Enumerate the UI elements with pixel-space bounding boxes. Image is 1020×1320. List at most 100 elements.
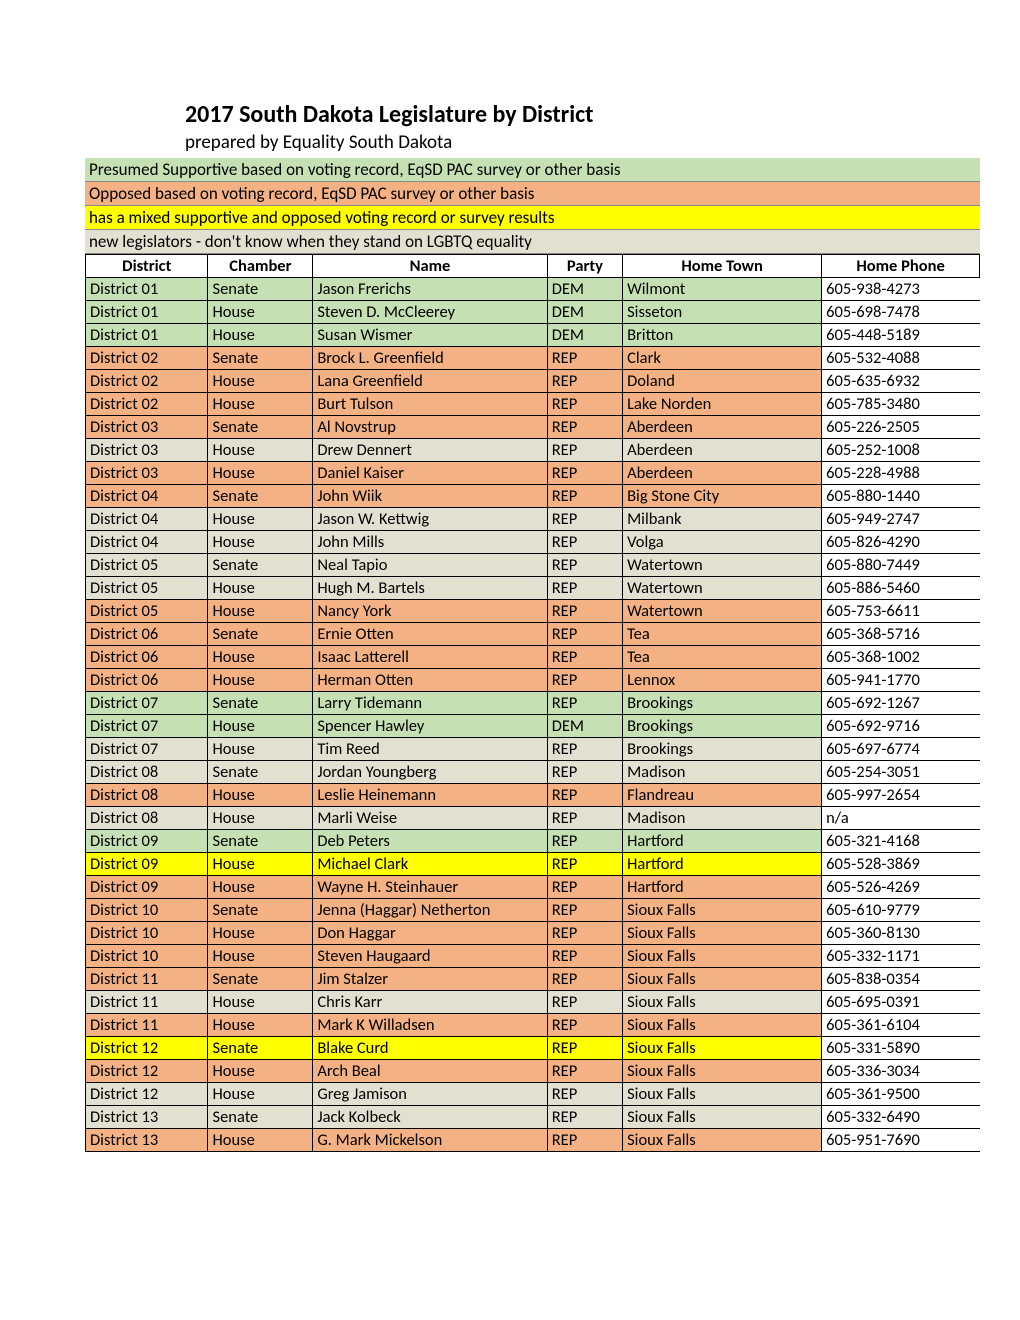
table-cell: 605-526-4269 xyxy=(822,876,980,899)
table-row: District 04HouseJason W. KettwigREPMilba… xyxy=(86,508,980,531)
table-row: District 09HouseWayne H. SteinhauerREPHa… xyxy=(86,876,980,899)
table-cell: Sioux Falls xyxy=(623,1129,822,1152)
table-cell: District 07 xyxy=(86,738,208,761)
table-cell: House xyxy=(208,669,313,692)
table-cell: REP xyxy=(547,600,622,623)
table-cell: Brookings xyxy=(623,738,822,761)
table-cell: House xyxy=(208,853,313,876)
table-cell: Madison xyxy=(623,807,822,830)
table-cell: Sioux Falls xyxy=(623,1060,822,1083)
table-row: District 02HouseBurt TulsonREPLake Norde… xyxy=(86,393,980,416)
table-cell: Burt Tulson xyxy=(313,393,547,416)
table-cell: Marli Weise xyxy=(313,807,547,830)
table-cell: Jason W. Kettwig xyxy=(313,508,547,531)
legislators-table: DistrictChamberNamePartyHome TownHome Ph… xyxy=(85,254,980,1152)
table-cell: District 03 xyxy=(86,439,208,462)
table-cell: Senate xyxy=(208,899,313,922)
table-row: District 13SenateJack KolbeckREPSioux Fa… xyxy=(86,1106,980,1129)
table-cell: 605-692-1267 xyxy=(822,692,980,715)
table-cell: Aberdeen xyxy=(623,416,822,439)
table-row: District 08SenateJordan YoungbergREPMadi… xyxy=(86,761,980,784)
table-cell: Steven Haugaard xyxy=(313,945,547,968)
table-row: District 02SenateBrock L. GreenfieldREPC… xyxy=(86,347,980,370)
table-cell: 605-360-8130 xyxy=(822,922,980,945)
table-cell: 605-997-2654 xyxy=(822,784,980,807)
table-cell: District 11 xyxy=(86,968,208,991)
table-cell: REP xyxy=(547,1083,622,1106)
table-cell: District 08 xyxy=(86,761,208,784)
table-row: District 05SenateNeal TapioREPWatertown6… xyxy=(86,554,980,577)
table-cell: House xyxy=(208,646,313,669)
table-cell: Arch Beal xyxy=(313,1060,547,1083)
column-header: Party xyxy=(547,255,622,278)
table-cell: District 07 xyxy=(86,715,208,738)
table-row: District 05HouseHugh M. BartelsREPWatert… xyxy=(86,577,980,600)
table-cell: n/a xyxy=(822,807,980,830)
table-cell: REP xyxy=(547,370,622,393)
table-cell: 605-941-1770 xyxy=(822,669,980,692)
table-cell: Sioux Falls xyxy=(623,899,822,922)
table-cell: Hartford xyxy=(623,830,822,853)
table-cell: REP xyxy=(547,830,622,853)
table-cell: REP xyxy=(547,991,622,1014)
table-cell: District 01 xyxy=(86,301,208,324)
table-cell: 605-635-6932 xyxy=(822,370,980,393)
legend-row: has a mixed supportive and opposed votin… xyxy=(85,206,980,230)
table-cell: 605-368-1002 xyxy=(822,646,980,669)
table-cell: District 03 xyxy=(86,462,208,485)
table-cell: Volga xyxy=(623,531,822,554)
table-cell: House xyxy=(208,945,313,968)
table-row: District 01HouseSteven D. McCleereyDEMSi… xyxy=(86,301,980,324)
table-cell: Senate xyxy=(208,485,313,508)
table-cell: Senate xyxy=(208,278,313,301)
table-cell: District 01 xyxy=(86,278,208,301)
table-row: District 01HouseSusan WismerDEMBritton60… xyxy=(86,324,980,347)
table-cell: 605-949-2747 xyxy=(822,508,980,531)
table-cell: Nancy York xyxy=(313,600,547,623)
table-cell: REP xyxy=(547,646,622,669)
table-cell: 605-332-6490 xyxy=(822,1106,980,1129)
table-cell: Jim Stalzer xyxy=(313,968,547,991)
table-cell: 605-252-1008 xyxy=(822,439,980,462)
table-cell: House xyxy=(208,1129,313,1152)
table-cell: District 02 xyxy=(86,370,208,393)
table-cell: District 11 xyxy=(86,1014,208,1037)
table-cell: Ernie Otten xyxy=(313,623,547,646)
table-cell: REP xyxy=(547,1129,622,1152)
column-header: Chamber xyxy=(208,255,313,278)
table-cell: Chris Karr xyxy=(313,991,547,1014)
table-cell: House xyxy=(208,715,313,738)
table-cell: 605-951-7690 xyxy=(822,1129,980,1152)
table-cell: 605-880-1440 xyxy=(822,485,980,508)
table-cell: Sioux Falls xyxy=(623,1014,822,1037)
table-cell: 605-226-2505 xyxy=(822,416,980,439)
table-row: District 02HouseLana GreenfieldREPDoland… xyxy=(86,370,980,393)
table-cell: REP xyxy=(547,876,622,899)
table-cell: District 04 xyxy=(86,531,208,554)
legend-row: new legislators - don't know when they s… xyxy=(85,230,980,254)
table-row: District 09HouseMichael ClarkREPHartford… xyxy=(86,853,980,876)
table-cell: 605-610-9779 xyxy=(822,899,980,922)
table-cell: Jordan Youngberg xyxy=(313,761,547,784)
table-cell: REP xyxy=(547,462,622,485)
table-row: District 12HouseArch BealREPSioux Falls6… xyxy=(86,1060,980,1083)
legend-row: Opposed based on voting record, EqSD PAC… xyxy=(85,182,980,206)
table-row: District 07HouseSpencer HawleyDEMBrookin… xyxy=(86,715,980,738)
table-cell: Sioux Falls xyxy=(623,991,822,1014)
table-cell: REP xyxy=(547,439,622,462)
table-cell: Jason Frerichs xyxy=(313,278,547,301)
table-row: District 03HouseDaniel KaiserREPAberdeen… xyxy=(86,462,980,485)
table-cell: 605-938-4273 xyxy=(822,278,980,301)
table-cell: District 08 xyxy=(86,784,208,807)
table-cell: REP xyxy=(547,554,622,577)
table-cell: REP xyxy=(547,945,622,968)
table-cell: House xyxy=(208,508,313,531)
table-cell: REP xyxy=(547,508,622,531)
table-cell: 605-697-6774 xyxy=(822,738,980,761)
table-cell: Tea xyxy=(623,646,822,669)
table-row: District 10HouseDon HaggarREPSioux Falls… xyxy=(86,922,980,945)
table-row: District 09SenateDeb PetersREPHartford60… xyxy=(86,830,980,853)
legend: Presumed Supportive based on voting reco… xyxy=(85,158,980,254)
table-cell: Tea xyxy=(623,623,822,646)
table-cell: REP xyxy=(547,485,622,508)
